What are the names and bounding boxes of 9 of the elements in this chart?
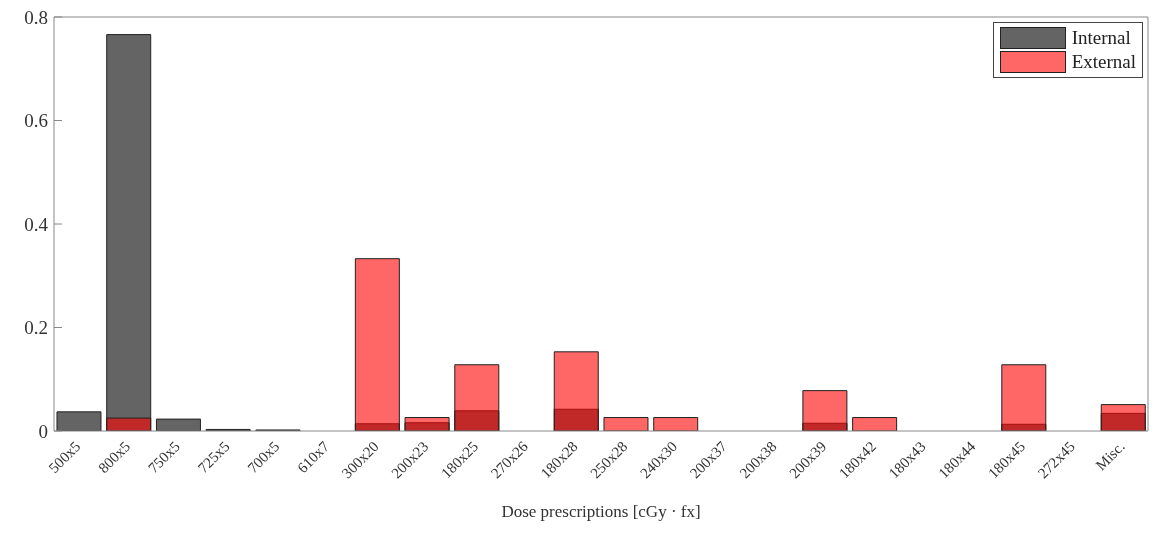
x-tick-label: Misc. bbox=[1092, 438, 1128, 474]
y-tick-label: 0.2 bbox=[24, 317, 48, 339]
legend-label: Internal bbox=[1071, 26, 1131, 50]
legend-label: External bbox=[1071, 50, 1136, 74]
x-axis-title: Dose prescriptions [cGy · fx] bbox=[501, 502, 701, 521]
y-tick-label: 0.6 bbox=[24, 110, 48, 132]
y-tick-label: 0.4 bbox=[24, 213, 49, 235]
y-tick-label: 0 bbox=[38, 420, 48, 442]
y-tick-label: 0.8 bbox=[24, 6, 48, 28]
